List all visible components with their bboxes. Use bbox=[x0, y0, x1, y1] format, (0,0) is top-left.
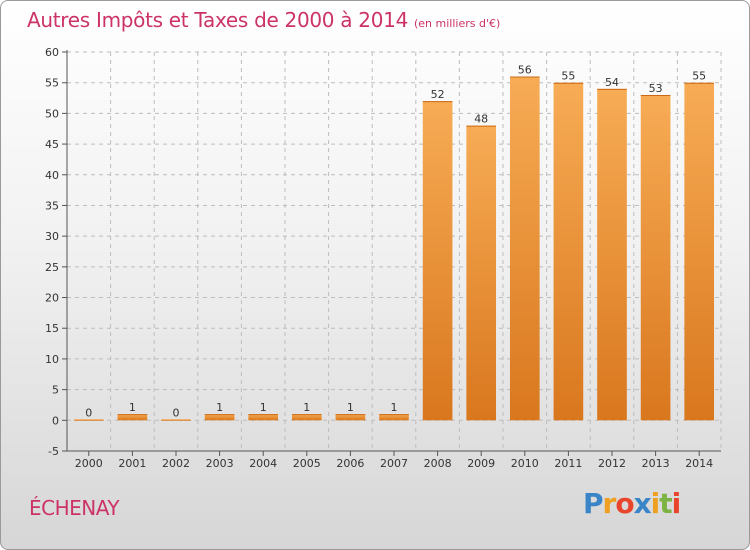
proxiti-logo[interactable]: Proxiti bbox=[583, 487, 682, 520]
value-label: 52 bbox=[431, 88, 445, 101]
logo-letter: P bbox=[583, 487, 604, 520]
x-tick-label: 2008 bbox=[424, 457, 452, 470]
x-tick-label: 2005 bbox=[293, 457, 321, 470]
logo-letter: r bbox=[602, 487, 617, 520]
logo-letter: t bbox=[659, 487, 672, 520]
value-label: 1 bbox=[391, 401, 398, 414]
bar-2002 bbox=[161, 419, 191, 421]
value-label: 1 bbox=[303, 401, 310, 414]
x-tick-label: 2000 bbox=[75, 457, 103, 470]
y-tick-label: 60 bbox=[45, 46, 59, 59]
x-tick-label: 2007 bbox=[380, 457, 408, 470]
x-tick-label: 2009 bbox=[467, 457, 495, 470]
x-tick-label: 2010 bbox=[511, 457, 539, 470]
x-tick-label: 2013 bbox=[642, 457, 670, 470]
bar-2007 bbox=[379, 414, 409, 421]
y-tick-label: 50 bbox=[45, 107, 59, 120]
y-tick-label: 30 bbox=[45, 230, 59, 243]
value-label: 0 bbox=[173, 406, 180, 419]
x-tick-label: 2002 bbox=[162, 457, 190, 470]
value-label: 53 bbox=[649, 82, 663, 95]
bars bbox=[73, 76, 715, 421]
chart-subtitle: (en milliers d'€) bbox=[414, 17, 501, 30]
logo-letter: i bbox=[671, 487, 682, 520]
x-tick-label: 2001 bbox=[118, 457, 146, 470]
y-tick-label: -5 bbox=[48, 445, 59, 458]
y-tick-label: 0 bbox=[52, 414, 59, 427]
value-label: 55 bbox=[692, 70, 706, 83]
bar-2001 bbox=[117, 414, 148, 421]
value-label: 54 bbox=[605, 76, 619, 89]
value-label: 48 bbox=[474, 113, 488, 126]
value-label: 56 bbox=[518, 64, 532, 77]
bar-2014 bbox=[684, 82, 715, 421]
x-tick-label: 2014 bbox=[685, 457, 713, 470]
bar-2013 bbox=[640, 94, 671, 421]
y-tick-label: 25 bbox=[45, 261, 59, 274]
value-label: 1 bbox=[347, 401, 354, 414]
value-labels: 0 1 0 1 1 1 1 1 52 48 56 55 54 53 55 bbox=[85, 64, 706, 420]
x-tick-label: 2012 bbox=[598, 457, 626, 470]
value-label: 1 bbox=[216, 401, 223, 414]
value-label: 0 bbox=[85, 406, 92, 419]
y-tick-label: 5 bbox=[52, 384, 59, 397]
y-tick-label: 10 bbox=[45, 353, 59, 366]
bar-2010 bbox=[509, 76, 540, 421]
logo-letter: x bbox=[633, 487, 652, 520]
town-name: ÉCHENAY bbox=[29, 496, 120, 520]
y-tick-label: 20 bbox=[45, 292, 59, 305]
x-tick-label: 2011 bbox=[554, 457, 582, 470]
bar-2004 bbox=[248, 414, 279, 421]
y-tick-label: 40 bbox=[45, 169, 59, 182]
value-label: 1 bbox=[129, 401, 136, 414]
bar-2006 bbox=[335, 414, 366, 421]
y-tick-label: 15 bbox=[45, 322, 59, 335]
bar-2008 bbox=[422, 101, 453, 421]
y-tick-label: 45 bbox=[45, 138, 59, 151]
bar-2005 bbox=[291, 414, 322, 421]
bar-2000 bbox=[73, 419, 104, 421]
bar-2012 bbox=[597, 88, 627, 421]
x-tick-label: 2004 bbox=[249, 457, 277, 470]
bar-2011 bbox=[553, 82, 584, 421]
y-tick-label: 55 bbox=[45, 77, 59, 90]
value-label: 55 bbox=[561, 70, 575, 83]
y-tick-label: 35 bbox=[45, 199, 59, 212]
chart-title-text: Autres Impôts et Taxes de 2000 à 2014 bbox=[27, 8, 408, 32]
chart-title: Autres Impôts et Taxes de 2000 à 2014 (en… bbox=[27, 8, 500, 32]
bar-2009 bbox=[466, 125, 497, 421]
bar-2003 bbox=[204, 414, 235, 421]
value-label: 1 bbox=[260, 401, 267, 414]
logo-letter: o bbox=[615, 487, 634, 520]
x-tick-label: 2003 bbox=[206, 457, 234, 470]
logo-letter: i bbox=[650, 487, 661, 520]
x-tick-label: 2006 bbox=[336, 457, 364, 470]
